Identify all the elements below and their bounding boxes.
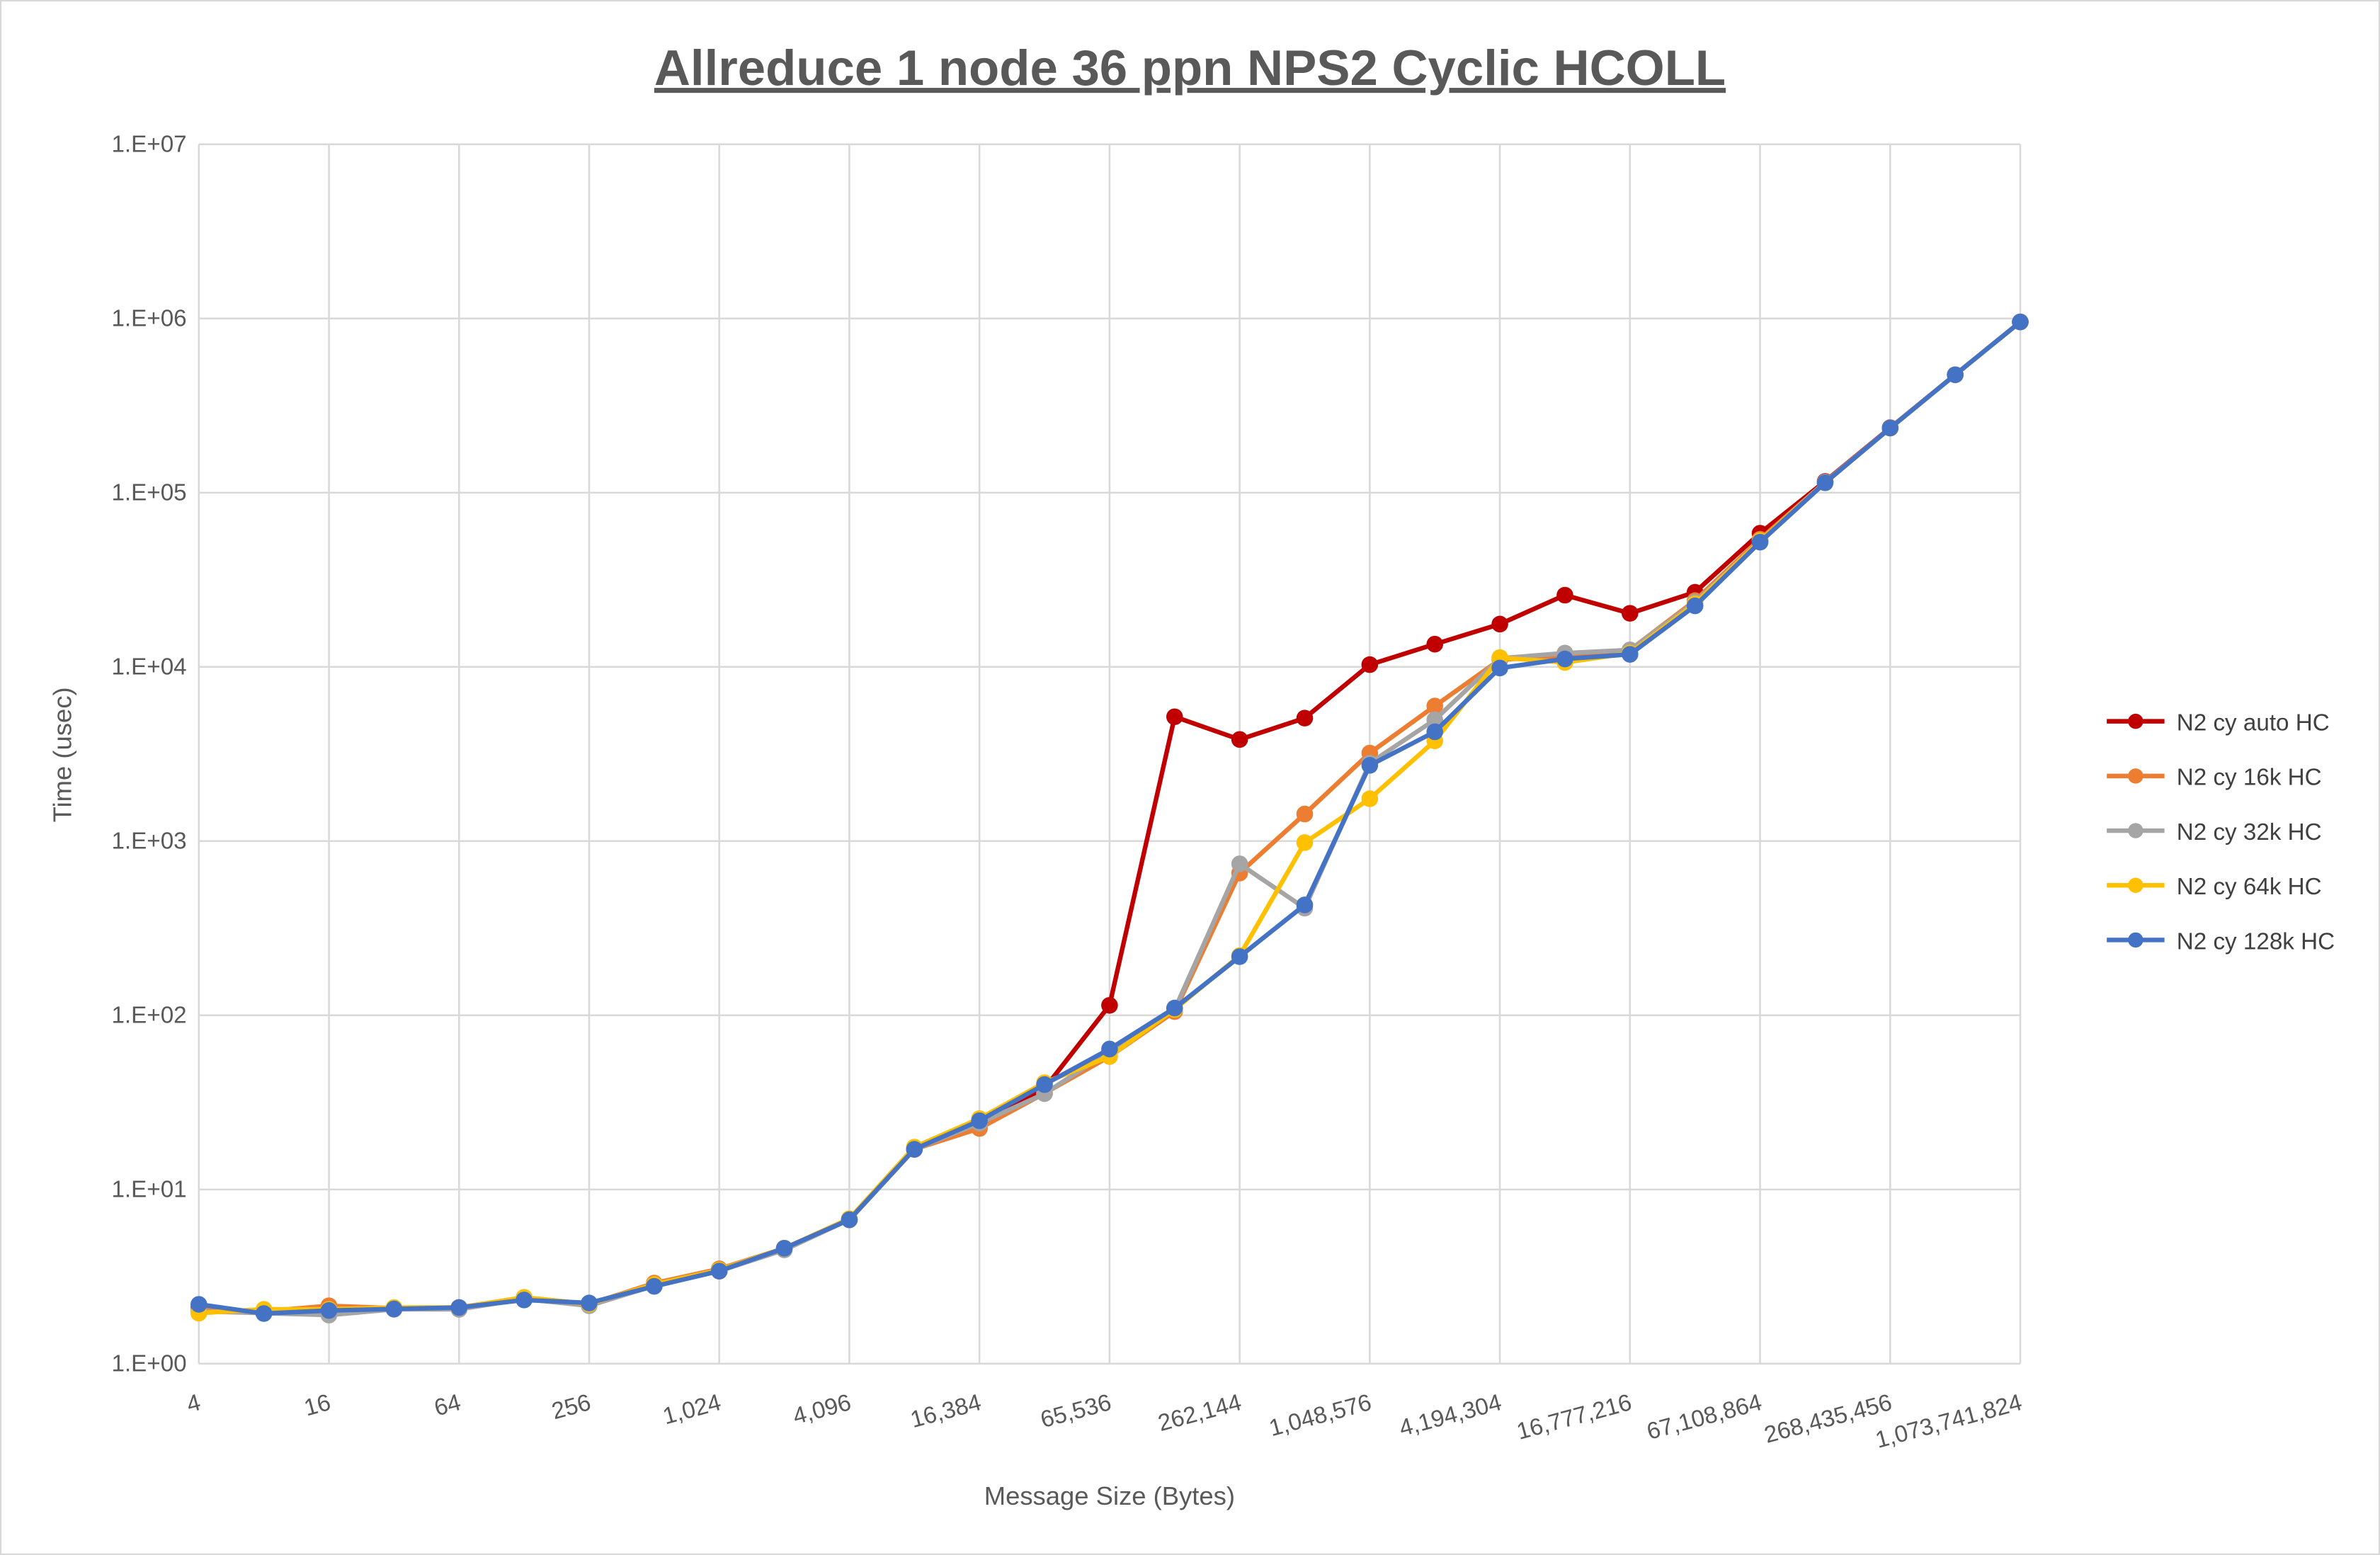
legend-swatch-marker (2128, 768, 2143, 784)
data-point (1556, 586, 1573, 604)
y-axis-title: Time (usec) (48, 687, 77, 822)
data-point (1296, 710, 1314, 727)
data-point (1751, 533, 1769, 551)
data-point (516, 1292, 533, 1309)
y-tick-label: 1.E+06 (111, 305, 186, 331)
y-tick-label: 1.E+03 (111, 828, 186, 854)
data-point (1296, 805, 1314, 823)
y-tick-label: 1.E+05 (111, 479, 186, 506)
data-point (971, 1112, 988, 1129)
data-point (1426, 635, 1444, 653)
x-tick-label: 64 (431, 1389, 463, 1421)
series-n2-cy-128k-hc (190, 313, 2029, 1322)
legend-item: N2 cy 16k HC (2107, 765, 2322, 791)
x-tick-label: 16 (302, 1389, 334, 1421)
data-point (1622, 646, 1639, 663)
data-point (710, 1263, 728, 1280)
data-point (1686, 597, 1704, 615)
data-point (646, 1277, 663, 1295)
data-point (1361, 790, 1379, 807)
data-point (1231, 948, 1248, 965)
y-tick-label: 1.E+04 (111, 654, 186, 680)
legend-swatch-marker (2128, 713, 2143, 729)
legend-item: N2 cy 128k HC (2107, 928, 2335, 955)
legend-label: N2 cy 64k HC (2177, 874, 2322, 900)
y-tick-label: 1.E+02 (111, 1002, 186, 1028)
data-point (1881, 419, 1899, 437)
data-point (841, 1211, 858, 1229)
data-point (1556, 650, 1573, 668)
data-point (1101, 1040, 1118, 1058)
y-axis-ticks: 1.E+00 1.E+01 1.E+02 1.E+03 1.E+04 1.E+05 1.E+… (111, 131, 186, 1377)
data-point (1491, 659, 1508, 677)
legend-label: N2 cy 32k HC (2177, 819, 2322, 845)
data-point (1361, 656, 1379, 673)
data-point (1296, 834, 1314, 851)
data-point (1296, 896, 1314, 913)
legend-label: N2 cy auto HC (2177, 710, 2330, 736)
legend-swatch-marker (2128, 877, 2143, 893)
data-point (581, 1294, 598, 1311)
data-point (1947, 366, 1964, 384)
data-point (1101, 996, 1118, 1014)
data-point (1166, 999, 1183, 1017)
data-point (320, 1301, 338, 1319)
chart-title: Allreduce 1 node 36 ppn NPS2 Cyclic HCOL… (654, 40, 1726, 96)
y-tick-label: 1.E+00 (111, 1351, 186, 1377)
data-point (1491, 615, 1508, 633)
data-point (1231, 731, 1248, 748)
data-point (1816, 474, 1834, 491)
data-point (1622, 605, 1639, 622)
legend-item: N2 cy 64k HC (2107, 874, 2322, 900)
data-point (1166, 708, 1183, 726)
legend-swatch-marker (2128, 823, 2143, 838)
data-point (385, 1300, 403, 1318)
legend-swatch-marker (2128, 932, 2143, 948)
x-axis-title: Message Size (Bytes) (984, 1481, 1235, 1510)
data-point (1426, 711, 1444, 729)
data-point (775, 1239, 793, 1257)
data-point (255, 1305, 273, 1322)
data-point (1231, 855, 1248, 872)
legend: N2 cy auto HC N2 cy 16k HC N2 cy 32k HC … (2107, 710, 2335, 955)
data-point (2012, 313, 2029, 331)
legend-item: N2 cy auto HC (2107, 710, 2330, 736)
data-point (190, 1296, 207, 1313)
series-group (190, 313, 2029, 1324)
data-point (1036, 1076, 1053, 1093)
data-point (1426, 723, 1444, 741)
data-point (450, 1299, 468, 1316)
y-tick-label: 1.E+07 (111, 131, 186, 157)
data-point (906, 1141, 923, 1158)
y-tick-label: 1.E+01 (111, 1176, 186, 1202)
legend-item: N2 cy 32k HC (2107, 819, 2322, 845)
legend-label: N2 cy 128k HC (2177, 928, 2335, 955)
data-point (1426, 697, 1444, 714)
data-point (1361, 757, 1379, 774)
legend-label: N2 cy 16k HC (2177, 765, 2322, 791)
